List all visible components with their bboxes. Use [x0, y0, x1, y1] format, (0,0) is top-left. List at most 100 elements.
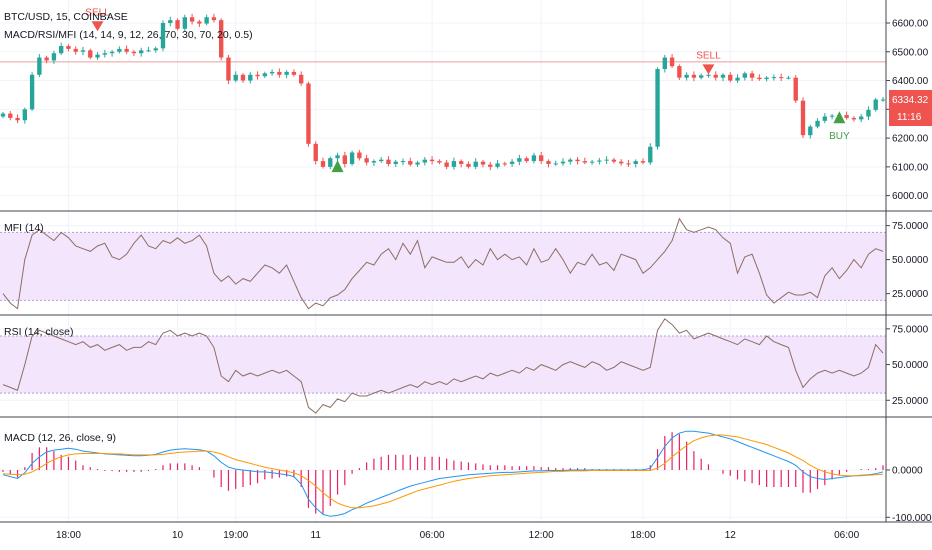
candle-body	[684, 74, 689, 78]
candle-body	[793, 77, 798, 101]
price-tick-label: 6400.00	[892, 76, 929, 87]
candle-body	[619, 161, 624, 164]
candle-body	[400, 161, 406, 163]
candle-body	[386, 159, 391, 164]
candle-body	[764, 77, 769, 80]
candle-body	[8, 113, 13, 118]
candle-body	[480, 161, 486, 165]
price-tick-label: 6500.00	[892, 47, 929, 58]
candle-body	[437, 161, 442, 163]
candle-body	[0, 113, 6, 117]
candle-body	[37, 57, 42, 75]
candle-body	[706, 74, 711, 76]
candle-body	[284, 71, 289, 75]
candle-body	[168, 20, 173, 24]
candle-body	[742, 73, 747, 78]
rsi-pane[interactable]	[2, 318, 884, 414]
candle-body	[611, 159, 617, 162]
candle-body	[357, 152, 362, 159]
candle-body	[560, 161, 566, 164]
candle-body	[844, 115, 849, 118]
price-tag: 6334.32 11:16	[889, 90, 932, 126]
price-tick-label: 50.0000	[892, 360, 929, 371]
sell-signal-marker	[702, 64, 715, 75]
candle-body	[873, 99, 878, 110]
candle-body	[808, 126, 813, 136]
candle-body	[189, 17, 195, 22]
time-tick-label: 18:00	[56, 530, 81, 541]
candle-body	[749, 73, 755, 78]
candle-body	[524, 158, 529, 162]
time-tick-label: 12:00	[529, 530, 554, 541]
mfi-title: MFI (14)	[4, 222, 44, 234]
candle-body	[255, 74, 260, 77]
candle-body	[495, 163, 500, 167]
symbol-title: BTC/USD, 15, COINBASE	[4, 11, 128, 23]
candle-body	[393, 161, 398, 164]
candle-body	[444, 162, 449, 167]
rsi-line	[2, 318, 884, 414]
price-pane[interactable]: SELL SELL BUY	[0, 7, 886, 173]
candle-body	[699, 75, 704, 78]
price-tick-label: 6100.00	[892, 162, 929, 173]
candle-body	[146, 50, 151, 52]
price-tick-label: 6200.00	[892, 134, 929, 145]
candle-body	[117, 48, 122, 52]
pane-separators	[0, 0, 932, 523]
macd-title: MACD (12, 26, close, 9)	[4, 432, 116, 444]
candle-body	[757, 77, 762, 80]
price-tick-label: 6000.00	[892, 191, 929, 202]
candle-body	[335, 155, 340, 159]
candle-body	[829, 115, 835, 117]
candle-body	[306, 83, 311, 144]
candle-body	[589, 161, 595, 163]
signal-line	[2, 434, 884, 509]
mfi-pane[interactable]	[2, 217, 884, 310]
candle-body	[204, 17, 209, 24]
buy-signal-marker	[833, 111, 846, 124]
candle-body	[633, 161, 638, 164]
candle-body	[277, 71, 282, 75]
candle-body	[66, 46, 71, 49]
time-tick-label: 06:00	[834, 530, 859, 541]
candle-body	[51, 53, 57, 61]
candle-body	[219, 20, 224, 58]
sell-signal-label: SELL	[85, 7, 110, 18]
candle-body	[291, 71, 297, 75]
price-tick-label: 75.0000	[892, 221, 929, 232]
time-tick-label: 06:00	[420, 530, 445, 541]
price-tick-label: 25.0000	[892, 289, 929, 300]
candle-body	[349, 152, 355, 164]
price-tick-label: 6600.00	[892, 19, 929, 30]
candle-body	[597, 160, 602, 162]
price-tick-label: -100.0000	[892, 513, 932, 524]
candle-body	[502, 163, 507, 165]
time-tick-label: 12	[725, 530, 737, 541]
price-tick-label: 0.0000	[892, 466, 923, 477]
candle-body	[582, 161, 587, 163]
candle-body	[720, 74, 726, 78]
candle-body	[473, 161, 478, 167]
candle-body	[822, 116, 827, 121]
candle-body	[139, 50, 144, 54]
price-tick-label: 25.0000	[892, 396, 929, 407]
candle-body	[124, 48, 129, 52]
candle-body	[262, 73, 267, 77]
candle-body	[313, 143, 318, 162]
candle-body	[459, 161, 464, 164]
candle-body	[415, 162, 420, 165]
candle-body	[640, 161, 646, 163]
candle-body	[22, 109, 27, 121]
candle-body	[866, 109, 871, 117]
price-tag-background	[889, 90, 932, 126]
macd-pane[interactable]	[2, 430, 884, 517]
candle-body	[379, 159, 384, 162]
candle-body	[364, 158, 369, 163]
candle-body	[531, 155, 537, 162]
candle-body	[713, 74, 718, 78]
candle-body	[539, 155, 544, 162]
candle-body	[233, 74, 238, 81]
candle-body	[509, 161, 515, 164]
candle-body	[728, 74, 733, 81]
